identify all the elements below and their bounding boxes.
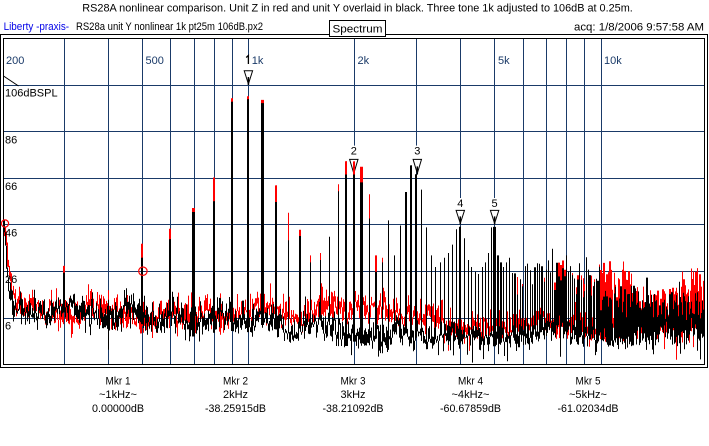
svg-text:10k: 10k — [604, 55, 622, 67]
svg-text:0.00000dB: 0.00000dB — [92, 403, 144, 415]
svg-text:4: 4 — [457, 198, 463, 210]
svg-text:RS28A nonlinear comparison. Un: RS28A nonlinear comparison. Unit Z in re… — [82, 3, 633, 15]
svg-text:-60.67859dB: -60.67859dB — [440, 403, 501, 415]
svg-text:~1kHz~: ~1kHz~ — [99, 389, 137, 401]
svg-text:-61.02034dB: -61.02034dB — [558, 403, 619, 415]
svg-text:5: 5 — [492, 198, 498, 210]
svg-text:Spectrum: Spectrum — [333, 24, 383, 36]
svg-text:Mkr 2: Mkr 2 — [223, 375, 248, 387]
svg-text:6: 6 — [5, 321, 11, 333]
svg-text:-38.25915dB: -38.25915dB — [205, 403, 266, 415]
svg-text:2k: 2k — [358, 55, 370, 67]
svg-text:3: 3 — [414, 146, 420, 158]
svg-text:26: 26 — [5, 274, 17, 286]
svg-text:200: 200 — [6, 55, 24, 67]
svg-text:86: 86 — [5, 134, 17, 146]
svg-text:500: 500 — [146, 55, 164, 67]
svg-text:5k: 5k — [498, 55, 510, 67]
svg-text:46: 46 — [5, 227, 17, 239]
svg-text:-38.21092dB: -38.21092dB — [323, 403, 384, 415]
svg-text:Mkr 3: Mkr 3 — [341, 375, 366, 387]
svg-text:~4kHz~: ~4kHz~ — [452, 389, 490, 401]
svg-text:Liberty -praxis-: Liberty -praxis- — [4, 21, 70, 33]
svg-text:3kHz: 3kHz — [341, 389, 366, 401]
svg-text:Mkr 1: Mkr 1 — [106, 375, 131, 387]
svg-text:acq: 1/8/2006 9:57:58 AM: acq: 1/8/2006 9:57:58 AM — [574, 21, 704, 33]
svg-text:66: 66 — [5, 181, 17, 193]
svg-text:RS28a unit Y nonlinear 1k pt25: RS28a unit Y nonlinear 1k pt25m 106dB.px… — [76, 21, 263, 33]
svg-text:2kHz: 2kHz — [223, 389, 248, 401]
svg-text:~5kHz~: ~5kHz~ — [569, 389, 607, 401]
svg-text:1k: 1k — [252, 55, 264, 67]
svg-text:Mkr 5: Mkr 5 — [576, 375, 601, 387]
svg-text:106dBSPL: 106dBSPL — [5, 88, 58, 100]
svg-text:Mkr 4: Mkr 4 — [458, 375, 483, 387]
svg-text:2: 2 — [351, 146, 357, 158]
